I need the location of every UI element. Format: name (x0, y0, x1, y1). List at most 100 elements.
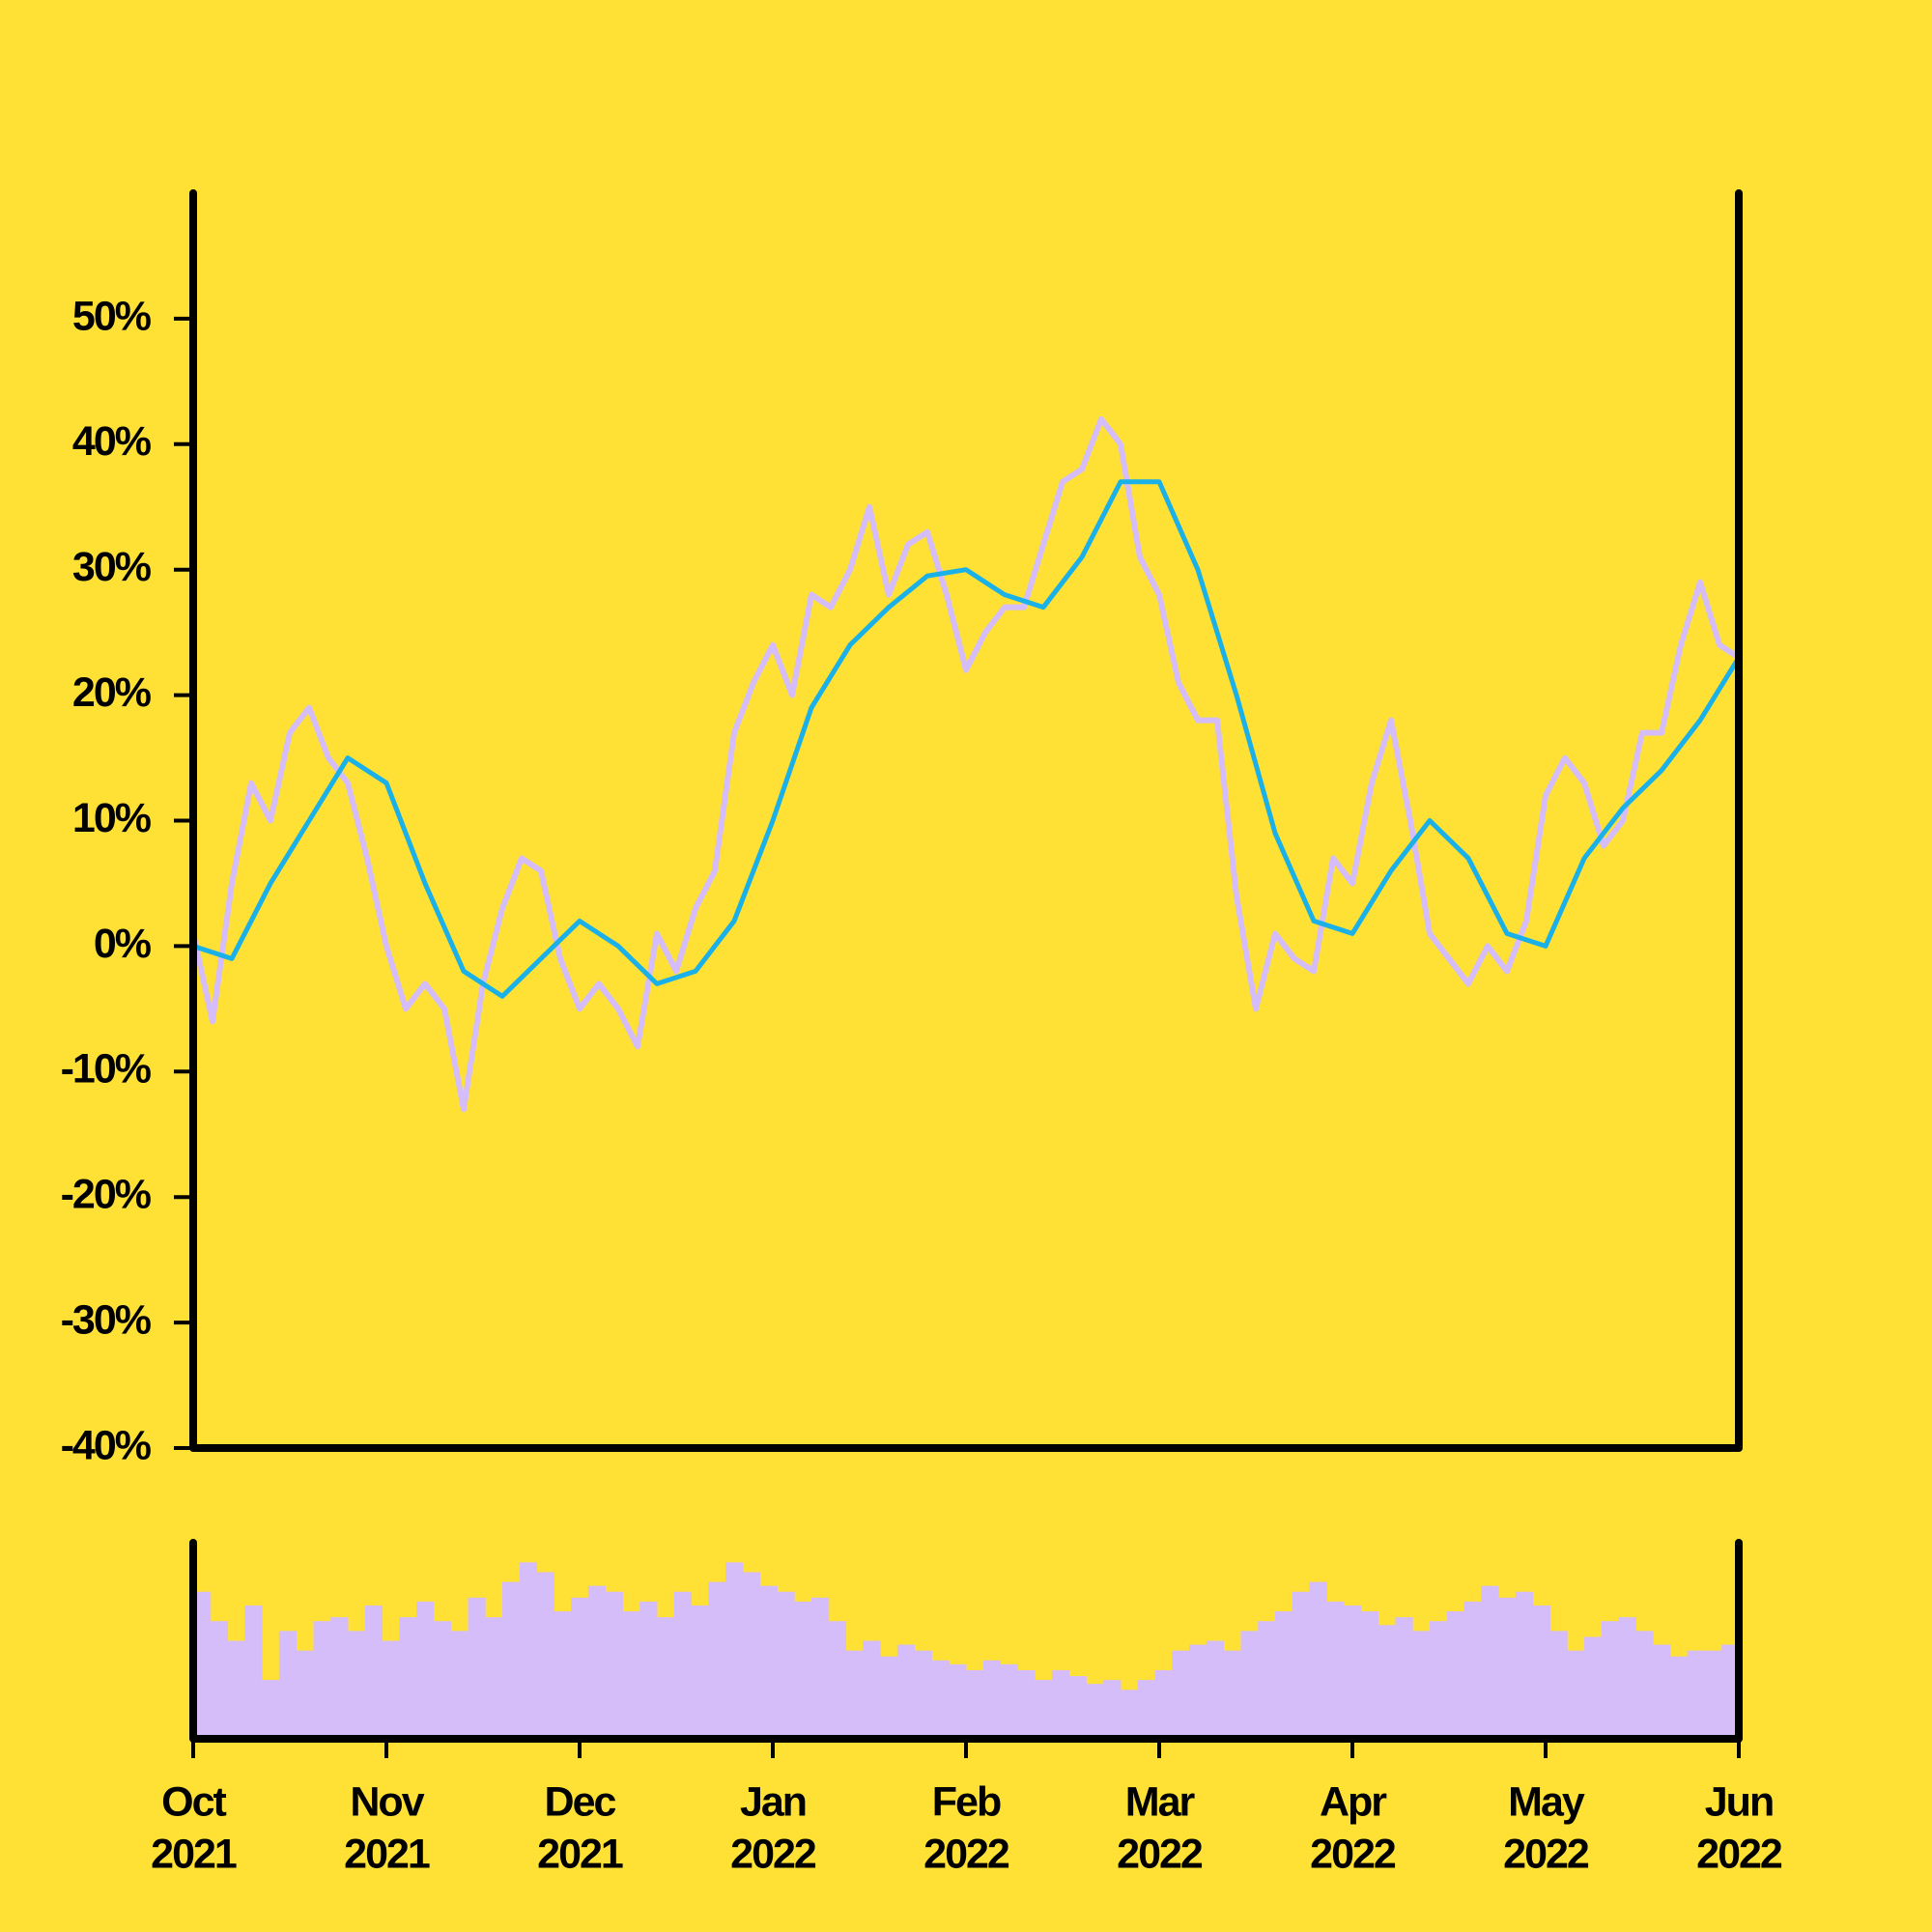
line-series (190, 415, 1741, 1113)
volume-bar (1618, 1617, 1636, 1739)
volume-bar (416, 1601, 435, 1739)
volume-bar (364, 1605, 384, 1739)
volume-bar (914, 1650, 932, 1739)
volume-bar (1498, 1597, 1517, 1739)
volume-bar (1481, 1585, 1499, 1739)
y-tick-label: 0% (94, 921, 152, 967)
volume-bar (1103, 1680, 1122, 1739)
volume-bar (1137, 1680, 1156, 1739)
volume-bar (1258, 1621, 1276, 1739)
volume-bar (313, 1621, 331, 1739)
x-tick-label: 2022 (1117, 1831, 1203, 1877)
y-tick-label: 30% (72, 544, 152, 590)
volume-bar (673, 1591, 693, 1739)
volume-bar (691, 1605, 709, 1739)
volume-bar (1206, 1640, 1225, 1739)
volume-bar (587, 1585, 607, 1739)
volume-bar (193, 1591, 212, 1739)
x-tick-label: Nov (350, 1778, 424, 1825)
volume-bar (244, 1605, 263, 1739)
axis-frame (189, 1539, 1743, 1743)
volume-bar (1017, 1669, 1036, 1739)
volume-bar (485, 1617, 503, 1739)
volume-bar (1086, 1684, 1104, 1739)
y-tick-label: 20% (72, 669, 152, 716)
y-tick-label: 10% (72, 795, 152, 841)
volume-bar (622, 1611, 640, 1739)
y-tick-label: -40% (61, 1422, 152, 1468)
volume-bar (966, 1669, 984, 1739)
volume-bar (1567, 1650, 1585, 1739)
volume-bar (1669, 1656, 1689, 1739)
x-tick-label: Oct (161, 1778, 226, 1825)
y-tick-label: -20% (61, 1172, 152, 1218)
volume-bar (519, 1562, 538, 1739)
volume-bar (880, 1656, 898, 1739)
x-tick-label: May (1508, 1778, 1585, 1825)
volume-bar (759, 1585, 778, 1739)
volume-bar (742, 1572, 761, 1739)
volume-bar (1000, 1663, 1018, 1739)
volume-bar (433, 1621, 452, 1739)
volume-bar (468, 1597, 486, 1739)
volume-bar (296, 1650, 314, 1739)
volume-bar (1154, 1669, 1173, 1739)
volume-bar (1051, 1669, 1070, 1739)
volume-bar (708, 1581, 726, 1739)
volume-bar (1446, 1611, 1465, 1739)
volume-bar (1463, 1601, 1482, 1739)
volume-bar (949, 1663, 967, 1739)
x-tick-label: Jan (740, 1778, 806, 1825)
volume-bar (1687, 1650, 1705, 1739)
x-tick-label: 2021 (344, 1831, 430, 1877)
volume-bar (1532, 1605, 1550, 1739)
y-tick-label: 40% (72, 418, 152, 465)
volume-bar (1584, 1636, 1603, 1739)
volume-bar (828, 1621, 847, 1739)
volume-bar (1653, 1644, 1671, 1739)
volume-bar (330, 1617, 349, 1739)
volume-bar (1035, 1680, 1053, 1739)
volume-bar (982, 1660, 1002, 1739)
volume-bar (227, 1640, 245, 1739)
volume-bar (1378, 1625, 1396, 1739)
x-tick-label: Feb (932, 1778, 1001, 1825)
volume-bar (1549, 1631, 1568, 1739)
volume-bar (536, 1572, 554, 1739)
volume-bar (1068, 1676, 1087, 1739)
x-tick-label: Mar (1125, 1778, 1196, 1825)
volume-bar (262, 1680, 280, 1739)
volume-bar (1395, 1617, 1413, 1739)
volume-bar (725, 1562, 744, 1739)
x-tick-label: 2022 (1503, 1831, 1589, 1877)
volume-bar (1326, 1601, 1345, 1739)
volume-bar (1704, 1650, 1722, 1739)
volume-bar (863, 1640, 881, 1739)
x-tick-label: Apr (1320, 1778, 1387, 1825)
y-tick-label: -30% (61, 1296, 152, 1343)
volume-bar (657, 1617, 675, 1739)
volume-bar (1412, 1631, 1431, 1739)
volume-bar (382, 1640, 400, 1739)
volume-bar (1223, 1650, 1241, 1739)
volume-bar (1430, 1621, 1448, 1739)
volume-bar (554, 1611, 572, 1739)
volume-bar (777, 1591, 795, 1739)
volume-bar (1189, 1644, 1208, 1739)
volume-bar (1172, 1650, 1190, 1739)
volume-bar (794, 1601, 812, 1739)
volume-bar (1721, 1644, 1740, 1739)
x-tick-label: 2022 (730, 1831, 816, 1877)
x-tick-label: 2022 (1310, 1831, 1396, 1877)
volume-bar (1635, 1631, 1654, 1739)
volume-bar (1309, 1581, 1327, 1739)
y-tick-label: 50% (72, 293, 152, 339)
volume-bar (1292, 1591, 1311, 1739)
volume-bar (1344, 1605, 1362, 1739)
y-tick-label: -10% (61, 1046, 152, 1093)
volume-bar (502, 1581, 521, 1739)
x-tick-label: 2021 (151, 1831, 237, 1877)
volume-bar (1360, 1611, 1379, 1739)
